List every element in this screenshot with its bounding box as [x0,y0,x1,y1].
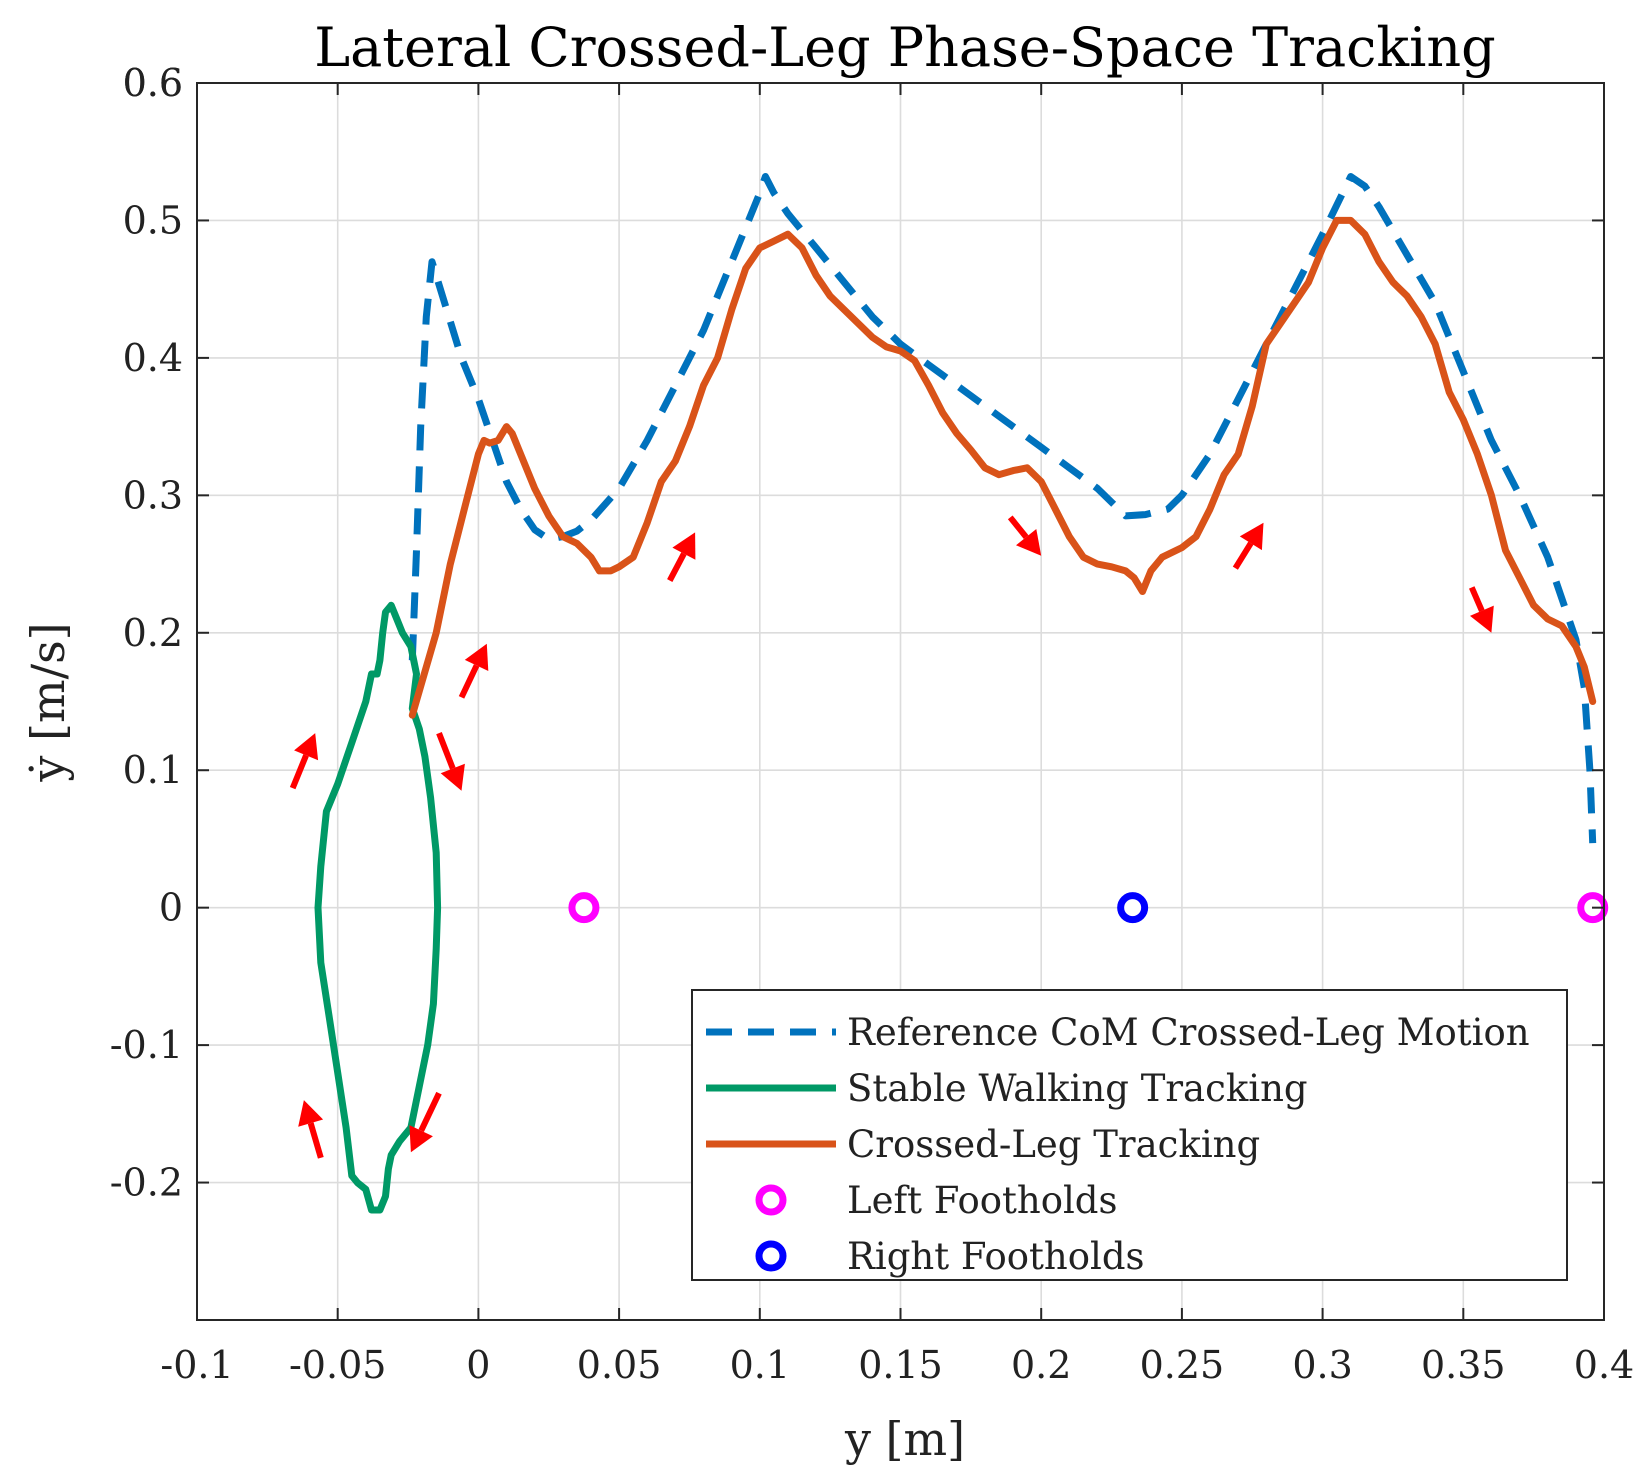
y-tick-label: 0.4 [123,336,183,380]
x-tick-label: 0.25 [1140,1343,1225,1387]
direction-arrow [1468,586,1494,633]
direction-arrows [289,515,1494,1159]
series-layer [314,173,1609,1214]
y-tick-label: 0 [159,886,183,930]
direction-arrow [667,532,696,582]
x-tick-label: 0.15 [858,1343,943,1387]
y-tick-label: 0.2 [123,611,183,655]
x-tick-label: 0.4 [1574,1343,1634,1387]
x-tick-label: -0.05 [289,1343,386,1387]
y-tick-label: 0.1 [123,748,183,792]
axis-ticks: -0.1 -0.05 0 0.05 0.1 0.15 0.2 0.25 0.3 0.35 0.4 -0… [110,61,1634,1387]
reference-com-crossed-leg-motion-line [408,173,1597,844]
arrow-head [1239,522,1264,551]
arrow-head [440,763,465,791]
arrow-shaft [667,552,687,582]
x-tick-label: 0.2 [1011,1343,1071,1387]
arrow-shaft [418,1091,442,1132]
legend: Reference CoM Crossed-Leg Motion Stable W… [691,989,1568,1281]
left-footholds-marker [568,892,600,924]
x-tick-label: -0.1 [160,1343,233,1387]
arrow-head [1470,605,1494,633]
chart-title: Lateral Crossed-Leg Phase-Space Tracking [314,16,1496,79]
legend-crossed-leg-tracking-label: Crossed-Leg Tracking [847,1123,1260,1166]
direction-arrow [298,1100,324,1159]
direction-arrow [1232,522,1264,570]
arrow-shaft [307,1122,324,1159]
arrow-head [464,643,489,671]
direction-arrow [436,732,465,791]
direction-arrow [289,733,319,790]
arrow-shaft [436,732,456,770]
y-axis-label: ẏ [m/s] [21,622,75,782]
y-tick-label: 0.5 [123,198,183,242]
arrow-shaft [458,664,480,699]
y-tick-label: -0.2 [110,1161,183,1205]
x-tick-label: 0.3 [1292,1343,1352,1387]
x-tick-label: 0 [466,1343,490,1387]
x-tick-label: 0.05 [577,1343,662,1387]
y-tick-label: 0.6 [123,61,183,105]
legend-left-footholds-label: Left Footholds [847,1179,1117,1222]
direction-arrow [1007,515,1042,556]
legend-stable-walking-tracking-label: Stable Walking Tracking [847,1067,1308,1110]
arrow-head [1016,529,1042,556]
y-tick-label: -0.1 [110,1023,183,1067]
stable-walking-tracking-line [314,601,442,1214]
x-axis-label: y [m] [844,1412,965,1466]
arrow-shaft [1007,515,1029,539]
legend-right-footholds-marker [755,1240,787,1272]
arrow-shaft [1232,541,1254,570]
x-tick-label: 0.1 [730,1343,790,1387]
legend-box [691,989,1568,1281]
arrow-head [409,1125,433,1153]
x-tick-label: 0.35 [1421,1343,1506,1387]
direction-arrow [409,1091,442,1153]
arrow-head [672,532,696,560]
right-footholds-marker [1117,892,1149,924]
direction-arrow [458,643,489,699]
arrow-shaft [1468,586,1485,612]
legend-left-footholds-marker [755,1184,787,1216]
arrow-head [298,1100,324,1127]
legend-right-footholds-label: Right Footholds [847,1235,1145,1278]
arrow-head [294,733,319,761]
y-tick-label: 0.3 [123,473,183,517]
crossed-leg-tracking-line [408,216,1597,719]
y-tick-label: 0.6 [123,61,183,105]
arrow-shaft [289,754,309,790]
legend-reference-com-crossed-leg-motion-label: Reference CoM Crossed-Leg Motion [847,1011,1530,1054]
